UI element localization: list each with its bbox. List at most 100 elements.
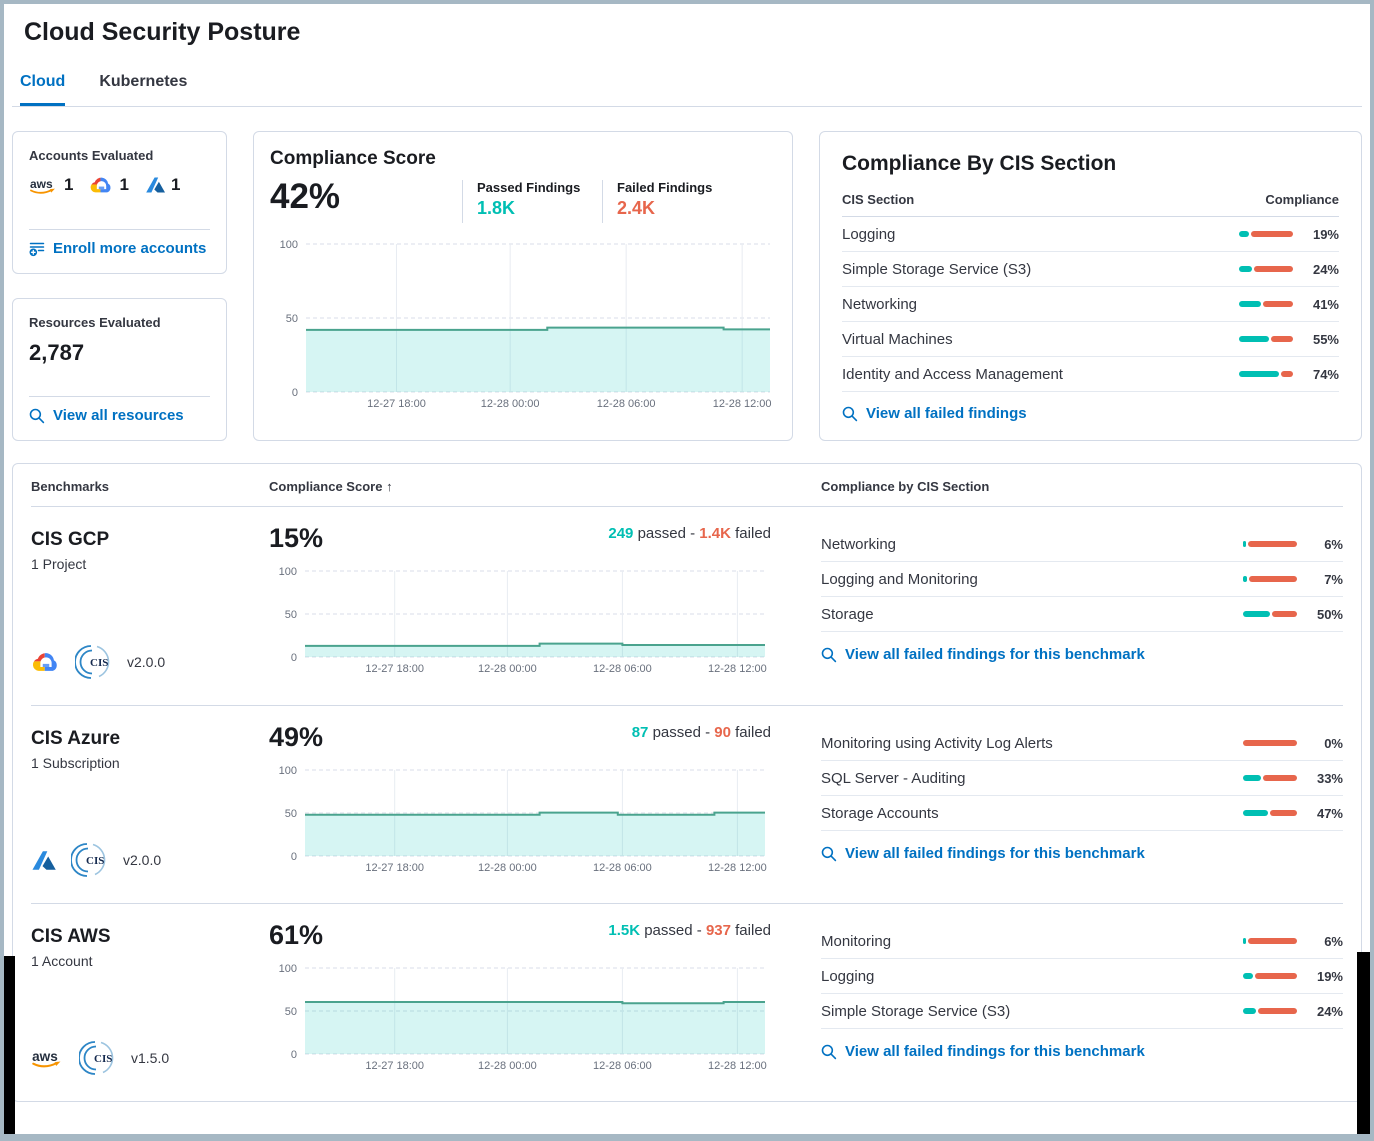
view-all-failed-findings-link[interactable]: View all failed findings xyxy=(842,405,1339,422)
cis-section-row: Storage 50% xyxy=(821,597,1343,632)
accounts-evaluated-card: Accounts Evaluated aws 1 xyxy=(12,131,227,274)
passed-findings-stat: Passed Findings 1.8K xyxy=(462,180,602,223)
gcp-count: 1 xyxy=(119,175,129,194)
aws-icon: aws xyxy=(31,1047,65,1069)
cis-section-row: Identity and Access Management 74% xyxy=(842,357,1339,392)
compliance-percent: 47% xyxy=(1316,805,1343,821)
svg-text:12-28 00:00: 12-28 00:00 xyxy=(478,1060,537,1072)
tab-cloud[interactable]: Cloud xyxy=(20,73,66,106)
aws-icon: aws xyxy=(29,176,59,195)
cis-section-row: Monitoring using Activity Log Alerts 0% xyxy=(821,726,1343,761)
svg-text:CIS: CIS xyxy=(90,657,108,669)
compliance-bar xyxy=(1239,231,1293,237)
failed-findings-label: Failed Findings xyxy=(617,180,713,195)
view-failed-findings-benchmark-label: View all failed findings for this benchm… xyxy=(845,646,1145,663)
cis-logo-icon: CIS xyxy=(71,841,109,879)
svg-text:0: 0 xyxy=(292,387,298,399)
resources-count: 2,787 xyxy=(29,340,85,365)
compliance-score-card: Compliance Score 42% Passed Findings 1.8… xyxy=(253,131,793,441)
benchmark-passed-failed: 1.5K passed - 937 failed xyxy=(608,922,771,939)
cis-section-row: Networking 6% xyxy=(821,527,1343,562)
view-failed-findings-benchmark-link[interactable]: View all failed findings for this benchm… xyxy=(821,1043,1343,1060)
enroll-more-accounts-link[interactable]: Enroll more accounts xyxy=(29,240,210,257)
compliance-percent: 19% xyxy=(1312,226,1339,242)
cis-section-label: Simple Storage Service (S3) xyxy=(821,1002,1011,1020)
view-failed-findings-benchmark-link[interactable]: View all failed findings for this benchm… xyxy=(821,845,1343,862)
svg-text:100: 100 xyxy=(280,239,298,251)
summary-section: Accounts Evaluated aws 1 xyxy=(12,131,1362,441)
compliance-score-title: Compliance Score xyxy=(270,148,436,169)
compliance-bar xyxy=(1243,938,1297,944)
compliance-percent: 24% xyxy=(1316,1003,1343,1019)
desktop-background-right xyxy=(1357,952,1370,1134)
benchmark-passed-failed: 87 passed - 90 failed xyxy=(631,724,771,741)
view-failed-findings-benchmark-link[interactable]: View all failed findings for this benchm… xyxy=(821,646,1343,663)
benchmark-score: 49% xyxy=(269,722,324,752)
svg-text:50: 50 xyxy=(286,313,298,325)
passed-count: 87 xyxy=(631,724,649,741)
svg-text:12-27 18:00: 12-27 18:00 xyxy=(365,663,424,675)
compliance-score-column-header[interactable]: Compliance Score ↑ xyxy=(269,479,393,494)
failed-count: 90 xyxy=(714,724,731,741)
cis-section-row: SQL Server - Auditing 33% xyxy=(821,761,1343,796)
svg-text:0: 0 xyxy=(291,1049,297,1061)
benchmark-row-cis-azure: CIS Azure 1 Subscription CIS v2 xyxy=(31,705,1343,903)
cis-logo-icon: CIS xyxy=(75,643,113,681)
cis-section-label: Logging and Monitoring xyxy=(821,570,978,588)
compliance-bar xyxy=(1243,541,1297,547)
cis-section-card-title: Compliance By CIS Section xyxy=(842,152,1117,175)
svg-text:12-28 00:00: 12-28 00:00 xyxy=(478,663,537,675)
sort-ascending-icon: ↑ xyxy=(386,479,393,494)
compliance-percent: 6% xyxy=(1324,536,1343,552)
passed-findings-value: 1.8K xyxy=(477,198,516,218)
benchmark-subtitle: 1 Project xyxy=(31,556,87,572)
tabs-divider xyxy=(12,106,1362,107)
svg-text:50: 50 xyxy=(285,808,297,820)
benchmarks-table: Benchmarks Compliance Score ↑ Compliance… xyxy=(12,463,1362,1102)
passed-findings-label: Passed Findings xyxy=(477,180,581,195)
cis-section-label: Storage Accounts xyxy=(821,804,939,822)
svg-text:aws: aws xyxy=(30,177,53,191)
view-all-resources-link[interactable]: View all resources xyxy=(29,407,210,424)
svg-text:aws: aws xyxy=(32,1049,58,1064)
benchmark-score: 15% xyxy=(269,523,324,553)
cis-section-label: Networking xyxy=(821,535,897,553)
enroll-more-accounts-label: Enroll more accounts xyxy=(53,240,207,257)
cis-section-row: Storage Accounts 47% xyxy=(821,796,1343,831)
azure-icon xyxy=(31,849,57,872)
compliance-bar xyxy=(1243,611,1297,617)
svg-text:0: 0 xyxy=(291,652,297,664)
svg-text:12-28 06:00: 12-28 06:00 xyxy=(593,862,652,874)
compliance-percent: 19% xyxy=(1316,968,1343,984)
svg-text:CIS: CIS xyxy=(94,1053,112,1065)
compliance-bar xyxy=(1243,576,1297,582)
benchmark-name: CIS GCP xyxy=(31,529,110,550)
compliance-percent: 6% xyxy=(1324,933,1343,949)
search-icon xyxy=(821,846,837,862)
svg-text:12-28 12:00: 12-28 12:00 xyxy=(708,1060,767,1072)
cis-section-label: Identity and Access Management xyxy=(842,365,1063,383)
compliance-bar xyxy=(1243,740,1297,746)
tab-bar: Cloud Kubernetes xyxy=(20,73,1370,106)
svg-text:50: 50 xyxy=(285,1006,297,1018)
cis-section-row: Networking 41% xyxy=(842,287,1339,322)
accounts-evaluated-title: Accounts Evaluated xyxy=(29,148,154,163)
azure-count: 1 xyxy=(170,175,181,194)
gcp-account-count: 1 xyxy=(89,175,129,195)
benchmark-row-cis-aws: CIS AWS 1 Account aws CIS v1.5.0 xyxy=(31,903,1343,1101)
tab-kubernetes[interactable]: Kubernetes xyxy=(99,73,188,90)
cis-section-row: Logging and Monitoring 7% xyxy=(821,562,1343,597)
svg-text:12-28 06:00: 12-28 06:00 xyxy=(597,398,656,410)
compliance-percent: 33% xyxy=(1316,770,1343,786)
svg-text:100: 100 xyxy=(279,566,297,578)
cis-section-label: Simple Storage Service (S3) xyxy=(842,260,1032,278)
svg-text:12-28 00:00: 12-28 00:00 xyxy=(478,862,537,874)
azure-icon xyxy=(145,176,166,194)
cis-section-label: SQL Server - Auditing xyxy=(821,769,966,787)
failed-count: 1.4K xyxy=(699,525,731,542)
gcp-icon xyxy=(89,175,114,195)
view-all-resources-label: View all resources xyxy=(53,407,184,424)
svg-text:50: 50 xyxy=(285,609,297,621)
svg-text:12-28 06:00: 12-28 06:00 xyxy=(593,1060,652,1072)
benchmark-trend-chart: 100 50 0 12-27 18:00 12-28 00:00 12-28 06:00 1… xyxy=(269,963,771,1073)
